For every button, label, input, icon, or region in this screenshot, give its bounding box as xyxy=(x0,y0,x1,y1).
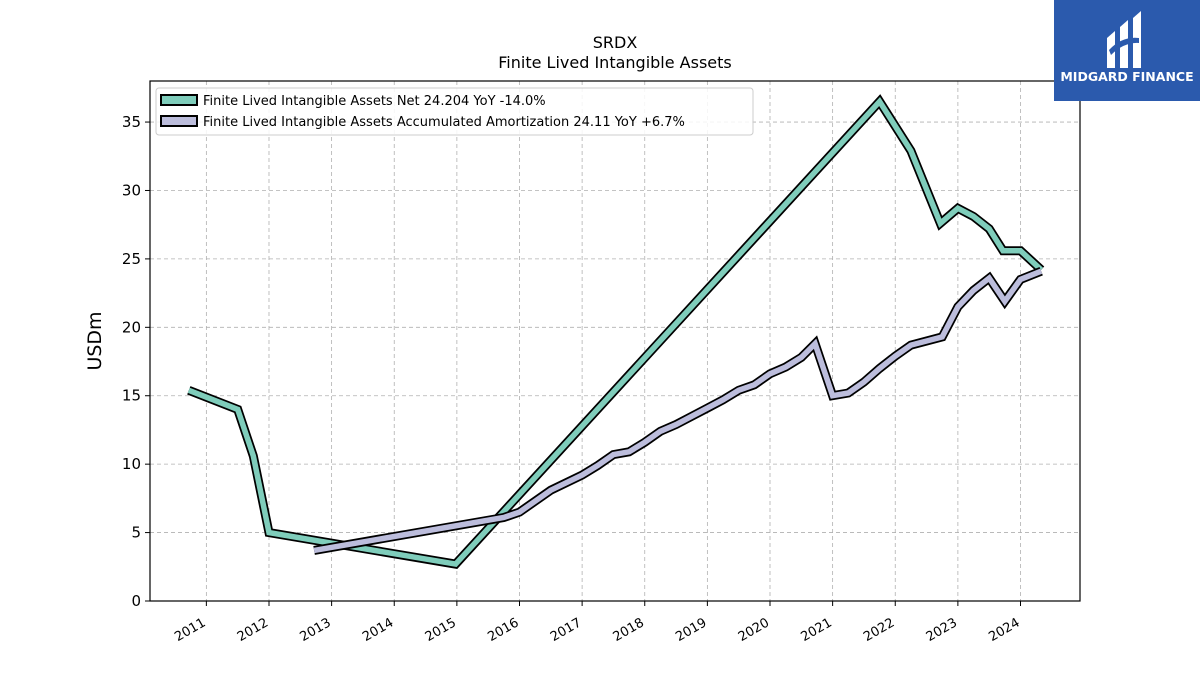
y-tick-label: 25 xyxy=(122,250,141,268)
y-tick-label: 5 xyxy=(131,524,141,542)
x-tick-label: 2015 xyxy=(423,615,459,645)
x-axis-ticks: 2011 2012 2013 2014 2015 2016 2017 2018 2019 2020… xyxy=(172,601,1023,645)
legend-swatch-net xyxy=(160,94,198,106)
x-tick-label: 2011 xyxy=(172,615,208,645)
chart-subtitle: Finite Lived Intangible Assets xyxy=(498,53,731,72)
series-line xyxy=(313,268,1043,554)
series-line-outline xyxy=(313,267,1043,555)
y-tick-label: 20 xyxy=(122,318,141,336)
x-tick-label: 2012 xyxy=(235,615,271,645)
x-tick-label: 2022 xyxy=(861,615,897,645)
legend-swatch-amortization xyxy=(160,115,198,127)
legend-box xyxy=(155,87,754,136)
y-tick-label: 10 xyxy=(122,455,141,473)
legend-label-amortization: Finite Lived Intangible Assets Accumulat… xyxy=(203,115,685,130)
y-axis-ticks: 0 5 10 15 20 25 30 35 xyxy=(122,113,150,610)
legend: Finite Lived Intangible Assets Net 24.20… xyxy=(155,87,754,136)
series-1 xyxy=(313,267,1043,555)
x-tick-label: 2023 xyxy=(924,615,960,645)
series-lines xyxy=(187,94,1045,569)
x-tick-label: 2014 xyxy=(360,615,396,645)
x-tick-label: 2013 xyxy=(297,615,333,645)
series-line xyxy=(187,96,1044,568)
y-tick-label: 30 xyxy=(122,181,141,199)
x-tick-label: 2021 xyxy=(798,615,834,645)
chart-title: SRDX xyxy=(593,33,638,52)
y-axis-label: USDm xyxy=(84,311,106,370)
series-line-outline xyxy=(187,94,1045,569)
logo-mark-icon xyxy=(1107,11,1141,68)
x-tick-label: 2024 xyxy=(986,615,1022,645)
plot-frame xyxy=(149,80,1081,602)
x-tick-label: 2017 xyxy=(548,615,584,645)
logo-text: MIDGARD FINANCE xyxy=(1060,69,1193,84)
y-tick-label: 35 xyxy=(122,113,141,131)
logo: MIDGARD FINANCE xyxy=(1054,0,1200,101)
y-tick-label: 15 xyxy=(122,387,141,405)
y-tick-label: 0 xyxy=(131,592,141,610)
x-tick-label: 2018 xyxy=(611,615,647,645)
x-tick-label: 2016 xyxy=(485,615,521,645)
x-tick-label: 2020 xyxy=(736,615,772,645)
x-tick-label: 2019 xyxy=(673,615,709,645)
series-0 xyxy=(187,94,1045,569)
legend-label-net: Finite Lived Intangible Assets Net 24.20… xyxy=(203,94,546,109)
